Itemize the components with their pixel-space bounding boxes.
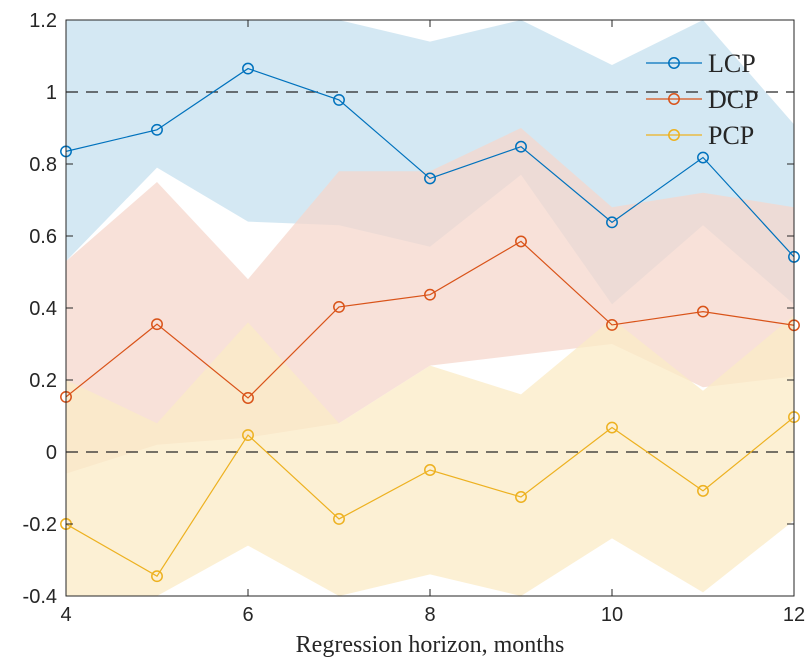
- y-tick-label: -0.4: [23, 586, 57, 608]
- data-point-dcp: [606, 318, 618, 331]
- data-point-lcp: [697, 151, 709, 164]
- confidence-bands: [66, 20, 794, 596]
- legend-label: PCP: [708, 121, 754, 150]
- x-tick-label: 12: [783, 604, 805, 626]
- y-tick-label: 1.2: [29, 10, 57, 32]
- data-point-dcp: [151, 318, 163, 331]
- series-lines: [66, 67, 794, 578]
- data-point-dcp: [242, 392, 254, 404]
- data-point-pcp: [333, 513, 345, 525]
- y-tick-label: -0.2: [23, 514, 57, 536]
- y-tick-label: 1: [46, 82, 57, 104]
- x-tick-labels: 4 6 8 10 12: [60, 604, 805, 626]
- y-tick-label: 0.8: [29, 154, 57, 176]
- data-point-pcp: [424, 464, 436, 476]
- y-tick-label: 0: [46, 442, 57, 464]
- data-point-lcp: [515, 140, 527, 153]
- x-tick-label: 6: [242, 604, 253, 626]
- legend-label: LCP: [708, 49, 756, 78]
- legend-marker: [668, 57, 680, 69]
- y-tick-labels: -0.4 -0.2 0 0.2 0.4 0.6 0.8 1 1.2: [23, 10, 57, 608]
- data-point-dcp: [424, 288, 436, 301]
- band-pcp: [66, 315, 794, 596]
- x-tick-label: 10: [601, 604, 623, 626]
- data-point-pcp: [697, 484, 709, 497]
- x-tick-label: 4: [60, 604, 71, 626]
- data-point-pcp: [242, 429, 254, 442]
- y-tick-label: 0.6: [29, 226, 57, 248]
- data-point-pcp: [606, 421, 618, 434]
- legend-item-lcp: LCP: [646, 49, 756, 78]
- reference-lines: [66, 91, 794, 453]
- legend-item-dcp: DCP: [646, 85, 759, 114]
- data-point-pcp: [515, 491, 527, 503]
- data-point-pcp: [151, 570, 163, 583]
- legend-marker: [668, 129, 680, 141]
- data-point-lcp: [151, 123, 163, 136]
- series-line-lcp: [66, 67, 794, 258]
- data-point-dcp: [333, 300, 345, 313]
- series-line-pcp: [66, 416, 794, 578]
- legend-label: DCP: [708, 85, 759, 114]
- axis-ticks: [65, 19, 795, 597]
- data-point-lcp: [424, 172, 436, 185]
- data-point-lcp: [333, 93, 345, 106]
- x-axis-title: Regression horizon, months: [296, 632, 565, 658]
- data-point-dcp: [697, 305, 709, 318]
- y-tick-label: 0.2: [29, 370, 57, 392]
- data-point-lcp: [606, 216, 618, 229]
- y-tick-label: 0.4: [29, 298, 57, 320]
- x-tick-label: 8: [424, 604, 435, 626]
- legend: LCP DCP PCP: [646, 49, 759, 150]
- series-line-dcp: [66, 240, 794, 399]
- legend-marker: [668, 93, 680, 105]
- legend-item-pcp: PCP: [646, 121, 754, 150]
- data-point-dcp: [515, 235, 527, 248]
- data-point-lcp: [242, 62, 254, 75]
